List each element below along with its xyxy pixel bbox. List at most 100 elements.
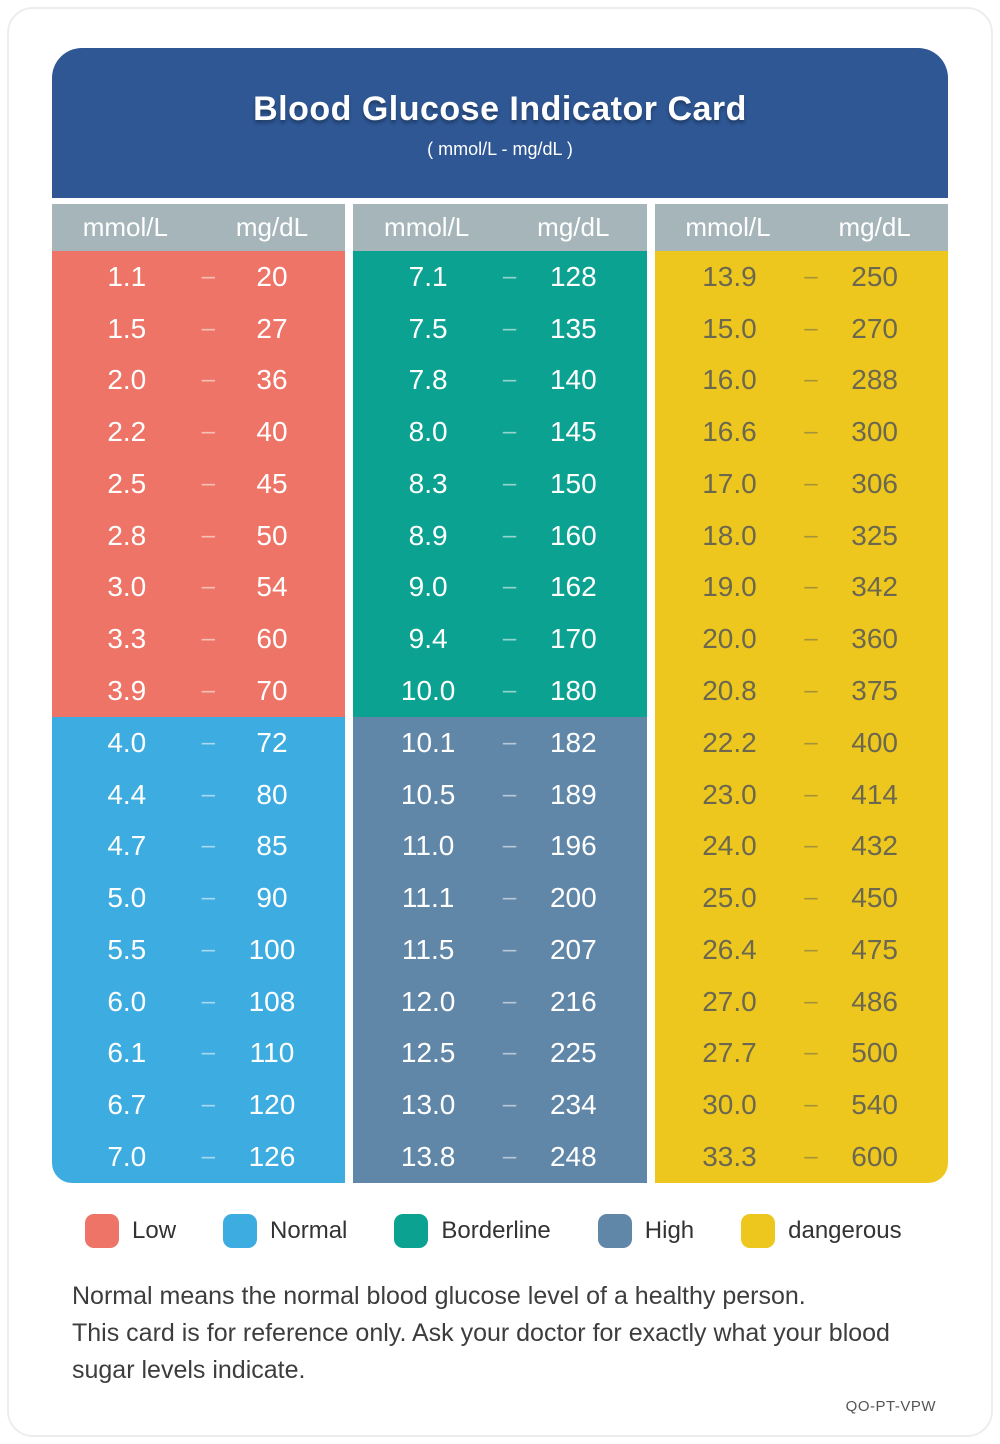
legend-swatch-high: [597, 1214, 632, 1248]
mmol-value: 25.0: [702, 882, 757, 914]
mgdl-value: 180: [549, 675, 597, 706]
mmol-value: 6.0: [107, 985, 147, 1017]
dash-separator: –: [201, 987, 215, 1015]
mmol-value: 20.0: [702, 623, 757, 655]
mmol-value: 7.0: [107, 1140, 147, 1172]
dash-separator: –: [804, 262, 818, 290]
table-row: 7.8 – 140: [353, 355, 646, 407]
dash-separator: –: [201, 469, 215, 497]
mgdl-value: 207: [549, 933, 597, 965]
table-row: 27.7 – 500: [655, 1027, 948, 1079]
mgdl-value: 150: [549, 467, 597, 499]
mmol-header: mmol/L: [384, 212, 470, 242]
legend-item-normal: Normal: [223, 1214, 347, 1248]
section-low: 1.1 – 20 1.5 – 27 2.0 – 36 2.2 – 40 2.5 – 45 2.8 – 50 3.0 –…: [52, 251, 346, 717]
table-row: 19.0 – 342: [655, 562, 948, 614]
table-row: 2.8 – 50: [52, 510, 345, 562]
table-row: 4.0 – 72: [52, 717, 345, 769]
dash-separator: –: [804, 728, 818, 756]
mgdl-value: 120: [248, 1089, 296, 1121]
mmol-value: 4.7: [107, 830, 147, 862]
legend-label: High: [644, 1217, 695, 1244]
mgdl-value: 170: [549, 623, 597, 655]
mmol-value: 4.0: [107, 726, 147, 758]
mmol-value: 16.0: [702, 364, 757, 396]
table-row: 3.9 – 70: [52, 665, 345, 717]
dash-separator: –: [502, 521, 517, 549]
table-row: 12.5 – 225: [353, 1027, 646, 1079]
mmol-value: 2.2: [107, 416, 147, 448]
mmol-value: 4.4: [107, 778, 147, 810]
dash-separator: –: [502, 366, 517, 394]
dash-separator: –: [804, 935, 818, 963]
legend-item-high: High: [597, 1214, 695, 1248]
mgdl-value: 288: [851, 364, 898, 396]
table-row: 13.9 – 250: [655, 251, 948, 303]
mmol-value: 17.0: [702, 467, 757, 499]
dash-separator: –: [804, 521, 818, 549]
dash-separator: –: [804, 469, 818, 497]
conversion-table: mmol/L mg/dL 1.1 – 20 1.5 – 27 2.0 – 36 2.2 – 40 2.5 – 4…: [52, 204, 948, 1183]
mmol-value: 2.5: [107, 467, 147, 499]
dash-separator: –: [804, 366, 818, 394]
table-row: 7.0 – 126: [52, 1131, 345, 1183]
mmol-value: 7.1: [408, 260, 448, 292]
dash-separator: –: [201, 314, 215, 342]
mgdl-value: 20: [256, 260, 288, 292]
mmol-value: 1.1: [107, 260, 147, 292]
column-header: mmol/L mg/dL: [654, 204, 948, 251]
mmol-value: 18.0: [702, 519, 757, 551]
table-row: 16.0 – 288: [655, 355, 948, 407]
table-row: 8.9 – 160: [353, 510, 646, 562]
table-row: 7.5 – 135: [353, 303, 646, 355]
dash-separator: –: [502, 935, 517, 963]
dash-separator: –: [502, 625, 517, 653]
mgdl-header: mg/dL: [537, 212, 610, 242]
mgdl-value: 108: [248, 985, 296, 1017]
table-row: 6.1 – 110: [52, 1027, 345, 1079]
mmol-value: 9.0: [408, 571, 448, 603]
mgdl-header: mg/dL: [838, 212, 911, 242]
table-row: 8.3 – 150: [353, 458, 646, 510]
dash-separator: –: [201, 366, 215, 394]
table-row: 10.0 – 180: [353, 665, 646, 717]
mmol-header: mmol/L: [82, 212, 168, 242]
dash-separator: –: [201, 884, 215, 912]
mgdl-value: 40: [256, 416, 288, 448]
legend-label: Borderline: [441, 1217, 551, 1244]
mmol-value: 8.0: [408, 416, 448, 448]
mgdl-value: 375: [851, 675, 898, 706]
mmol-value: 19.0: [702, 571, 757, 603]
dash-separator: –: [502, 780, 517, 808]
mgdl-value: 135: [549, 312, 597, 344]
dash-separator: –: [201, 1142, 215, 1170]
legend-swatch-low: [85, 1214, 119, 1248]
mmol-value: 15.0: [702, 312, 757, 344]
mmol-value: 27.0: [702, 985, 757, 1017]
dash-separator: –: [502, 418, 517, 446]
footer-notes: Normal means the normal blood glucose le…: [72, 1278, 950, 1389]
mgdl-value: 196: [549, 830, 597, 862]
mgdl-value: 248: [549, 1140, 597, 1172]
dash-separator: –: [502, 573, 517, 601]
legend-label: dangerous: [788, 1217, 902, 1244]
dash-separator: –: [804, 884, 818, 912]
mmol-value: 26.4: [702, 933, 757, 965]
section-normal: 4.0–72 4.4–80 4.7–85 5.0–90 5.5–100 6.0–108 6.…: [52, 716, 346, 1183]
mgdl-value: 45: [256, 467, 288, 499]
mgdl-value: 342: [851, 571, 898, 603]
mmol-value: 5.0: [107, 882, 147, 914]
column-header: mmol/L mg/dL: [353, 204, 647, 251]
dash-separator: –: [201, 573, 215, 601]
table-row: 13.0 – 234: [353, 1079, 646, 1131]
table-row: 24.0 – 432: [655, 820, 948, 872]
dash-separator: –: [804, 677, 818, 704]
column-header: mmol/L mg/dL: [52, 204, 346, 251]
footer-note-2: This card is for reference only. Ask you…: [72, 1319, 890, 1384]
mmol-value: 11.5: [401, 933, 455, 965]
table-row: 17.0 – 306: [655, 458, 948, 510]
mgdl-value: 80: [256, 778, 288, 810]
mgdl-value: 100: [248, 933, 296, 965]
mmol-value: 3.0: [107, 571, 147, 603]
mmol-value: 7.8: [408, 364, 448, 396]
